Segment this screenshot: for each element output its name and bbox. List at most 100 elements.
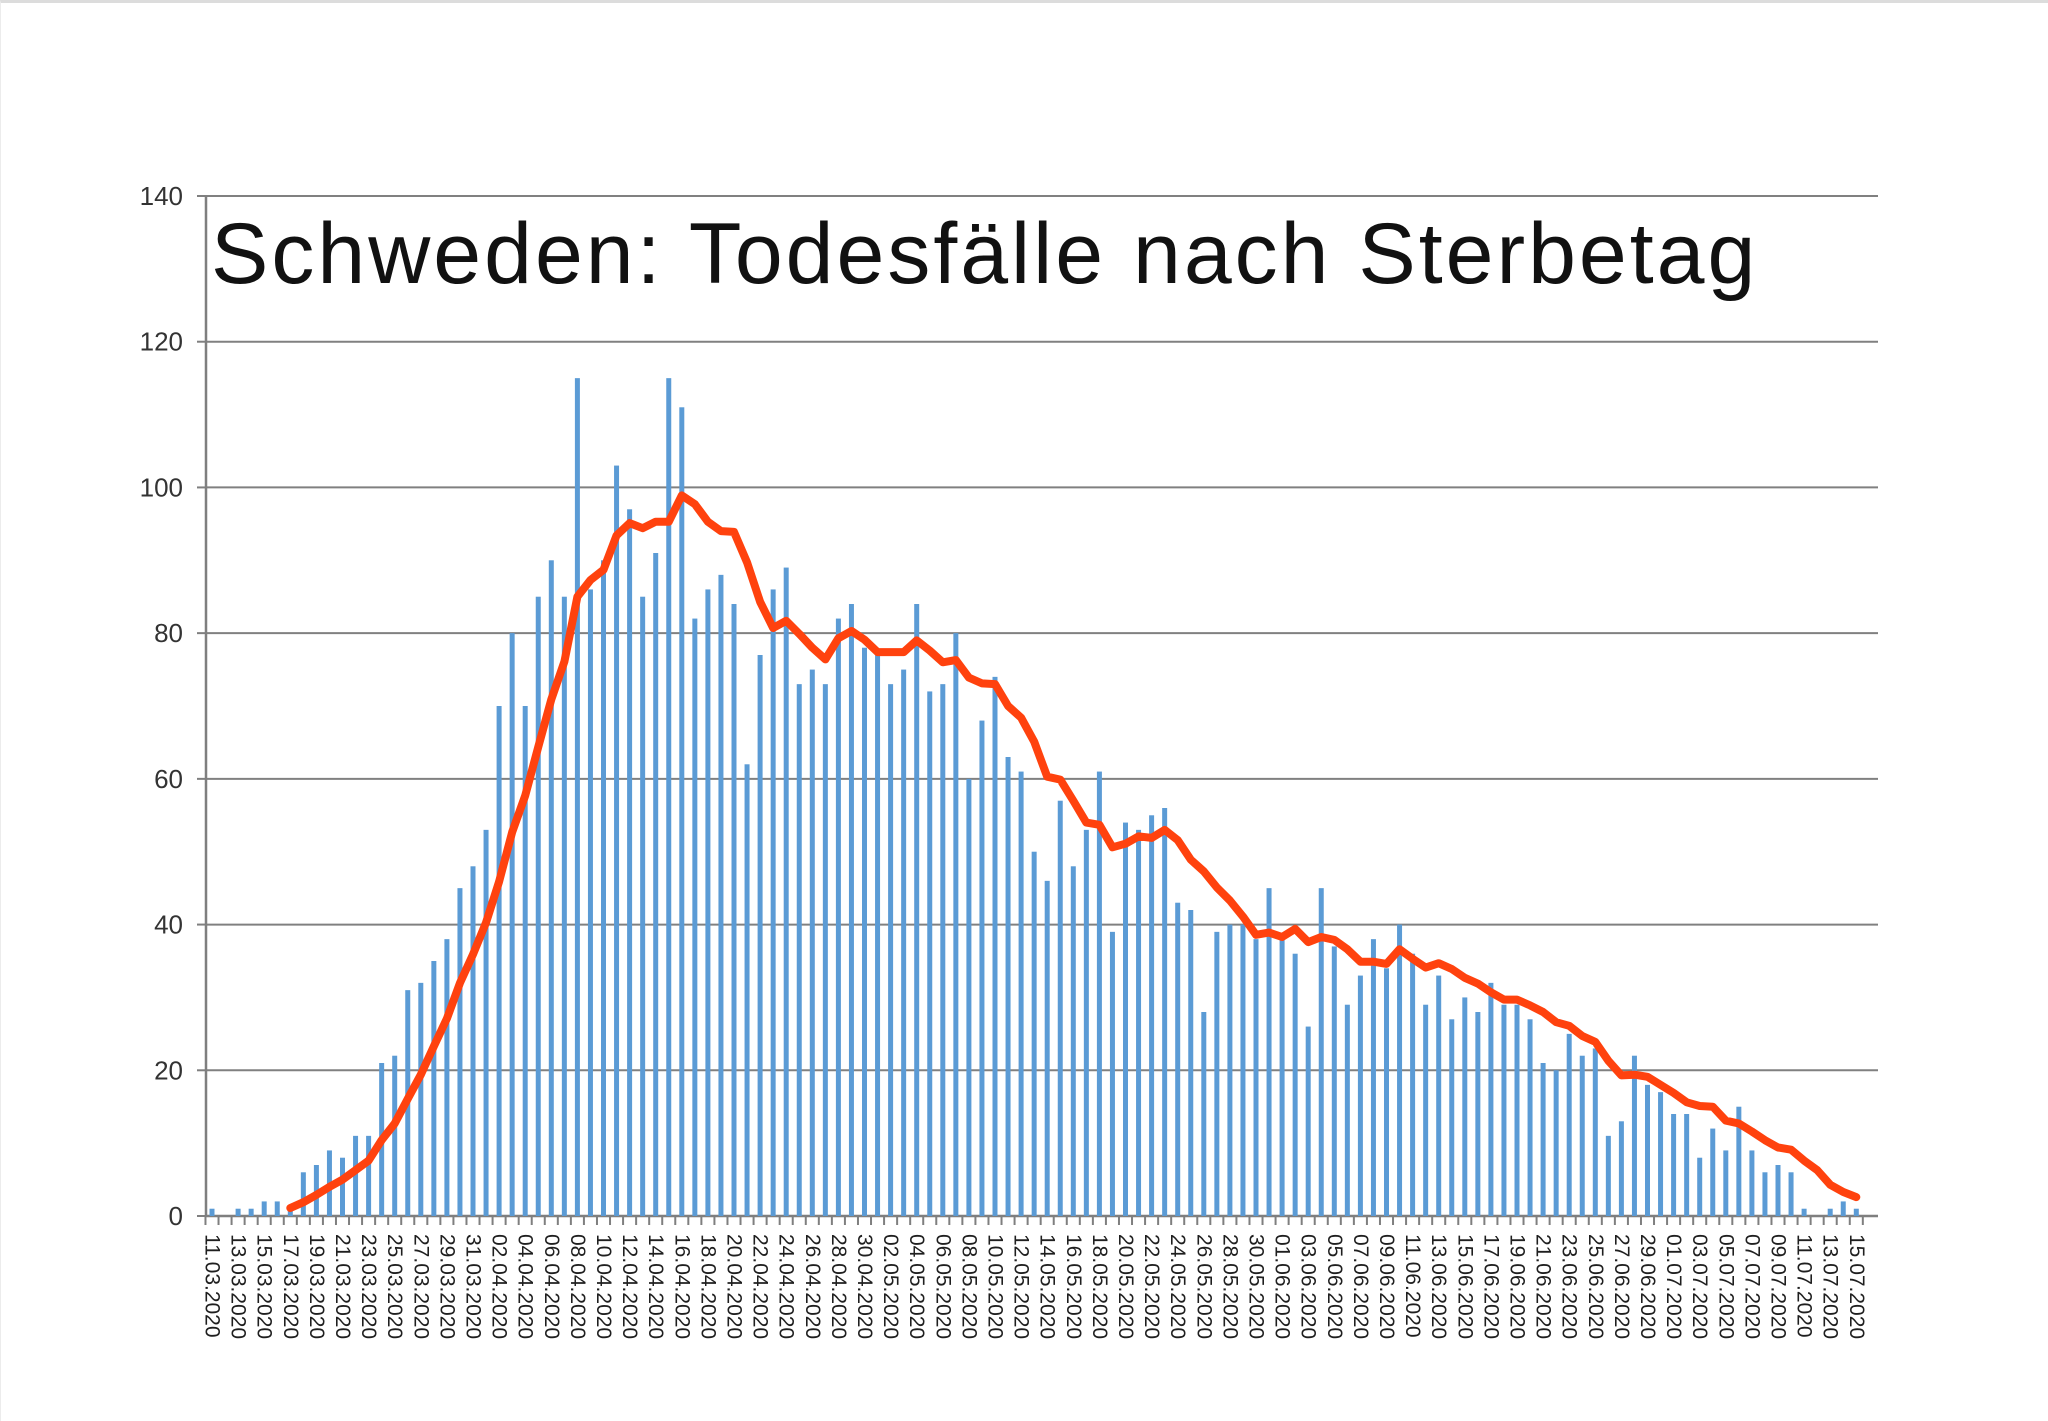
x-tick-label: 03.06.2020 [1297,1234,1320,1339]
bar [1449,1019,1455,1216]
bar [496,706,502,1216]
bar [1057,800,1063,1216]
bar [692,618,698,1216]
bar [1605,1135,1611,1216]
bar [1227,924,1233,1216]
bar [418,982,424,1216]
x-tick-label: 03.07.2020 [1688,1234,1711,1339]
bar [1540,1063,1546,1216]
bar [1331,946,1337,1216]
bar [679,407,685,1216]
bar [601,560,606,1216]
bar [1397,924,1403,1216]
x-tick-label: 13.07.2020 [1819,1234,1842,1339]
bar [1684,1114,1690,1216]
bar [483,829,489,1216]
x-tick-label: 21.03.2020 [331,1234,354,1339]
x-tick-label: 27.03.2020 [409,1234,432,1339]
bar [1266,888,1272,1216]
bar [1527,1019,1533,1216]
bar [1083,829,1089,1216]
x-tick-label: 05.07.2020 [1714,1234,1737,1339]
x-tick-label: 22.05.2020 [1140,1234,1163,1339]
bar [783,567,789,1216]
x-tick-label: 02.04.2020 [488,1234,511,1339]
bar [1018,771,1024,1216]
bar [235,1208,241,1216]
x-tick-label: 12.05.2020 [1010,1234,1033,1339]
bar [1123,822,1128,1216]
x-tick-label: 30.05.2020 [1245,1234,1268,1339]
bar [587,589,593,1216]
y-tick-label: 20 [154,1055,183,1085]
bar [796,684,802,1216]
bar [731,604,737,1216]
bar [875,655,881,1216]
x-tick-label: 17.03.2020 [279,1234,302,1339]
bar [953,633,959,1216]
bar [1410,953,1416,1216]
x-tick-label: 13.06.2020 [1427,1234,1450,1339]
bars [209,378,1859,1217]
x-tick-label: 07.07.2020 [1740,1234,1763,1339]
bar [705,589,711,1216]
x-tick-label: 25.06.2020 [1584,1234,1607,1339]
y-tick-label: 40 [154,910,183,940]
x-tick-label: 19.06.2020 [1506,1234,1529,1339]
axes [204,196,1878,1218]
bar [1775,1165,1781,1216]
y-axis-ticks: 0 20 40 60 80 100 120 140 [140,181,206,1231]
bar [614,465,620,1217]
y-tick-label: 0 [169,1201,183,1231]
chart-title: Schweden: Todesfälle nach Sterbetag [211,206,1759,302]
x-axis-ticks [204,1216,1864,1225]
bar [1553,1070,1559,1216]
y-tick-label: 80 [154,618,183,648]
y-tick-label: 60 [154,764,183,794]
bar [392,1055,398,1216]
bar [1671,1114,1677,1216]
x-tick-label: 12.04.2020 [618,1234,641,1339]
x-tick-label: 08.05.2020 [957,1234,980,1339]
x-tick-label: 14.04.2020 [644,1234,667,1339]
bar [992,676,998,1216]
bar [835,618,841,1216]
x-tick-label: 23.03.2020 [357,1234,380,1339]
bar [640,596,646,1216]
bar [1618,1121,1624,1216]
x-tick-label: 31.03.2020 [462,1234,485,1339]
bar [1579,1055,1585,1216]
x-tick-label: 10.05.2020 [984,1234,1007,1339]
bar [535,596,541,1216]
bar [1357,975,1363,1216]
x-tick-label: 07.06.2020 [1349,1234,1372,1339]
bar [627,509,633,1216]
x-tick-label: 16.04.2020 [670,1234,693,1339]
x-tick-label: 17.06.2020 [1479,1234,1502,1339]
x-tick-label: 28.04.2020 [827,1234,850,1339]
bar [1070,866,1076,1216]
bar [1710,1128,1716,1216]
bar [1370,939,1376,1216]
x-tick-label: 27.06.2020 [1610,1234,1633,1339]
x-tick-label: 04.04.2020 [514,1234,537,1339]
bar [757,655,763,1216]
bar [1788,1172,1794,1216]
bar [1044,880,1050,1216]
bar [561,596,567,1216]
bar [901,669,907,1216]
bar [1723,1150,1729,1216]
bar [209,1208,215,1216]
bar [1292,953,1298,1216]
x-tick-label: 29.03.2020 [435,1234,458,1339]
x-tick-label: 06.05.2020 [931,1234,954,1339]
bar [1462,997,1468,1216]
bar [1631,1055,1637,1216]
bar [366,1135,372,1216]
x-tick-label: 20.05.2020 [1114,1234,1137,1339]
y-tick-label: 120 [140,327,183,357]
x-tick-label: 16.05.2020 [1062,1234,1085,1339]
bar [340,1157,345,1216]
x-tick-label: 26.04.2020 [801,1234,824,1339]
